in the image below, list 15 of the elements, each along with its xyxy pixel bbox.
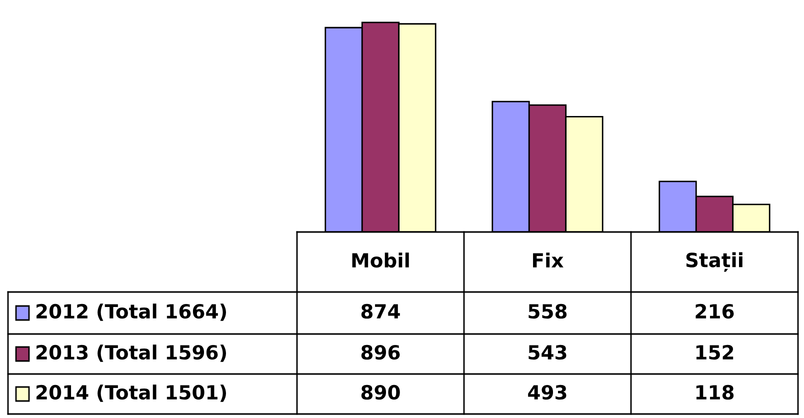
x-tick-label: Fix [533, 252, 564, 268]
legend-label: 2014 (Total 1501) [36, 384, 226, 402]
data-label: 896 [361, 344, 400, 360]
data-label: 543 [528, 344, 566, 360]
data-label: 890 [361, 384, 400, 400]
legend-label: 2012 (Total 1664) [36, 304, 226, 321]
data-label: 118 [696, 384, 734, 400]
data-label: 152 [696, 344, 734, 360]
data-label: 216 [696, 304, 734, 319]
x-tick-label: Stații [686, 252, 742, 272]
legend-label: 2013 (Total 1596) [36, 344, 226, 362]
data-label: 558 [528, 304, 567, 319]
x-tick-label: Mobil [352, 252, 409, 268]
data-label: 493 [528, 384, 566, 400]
data-label: 874 [361, 304, 400, 319]
